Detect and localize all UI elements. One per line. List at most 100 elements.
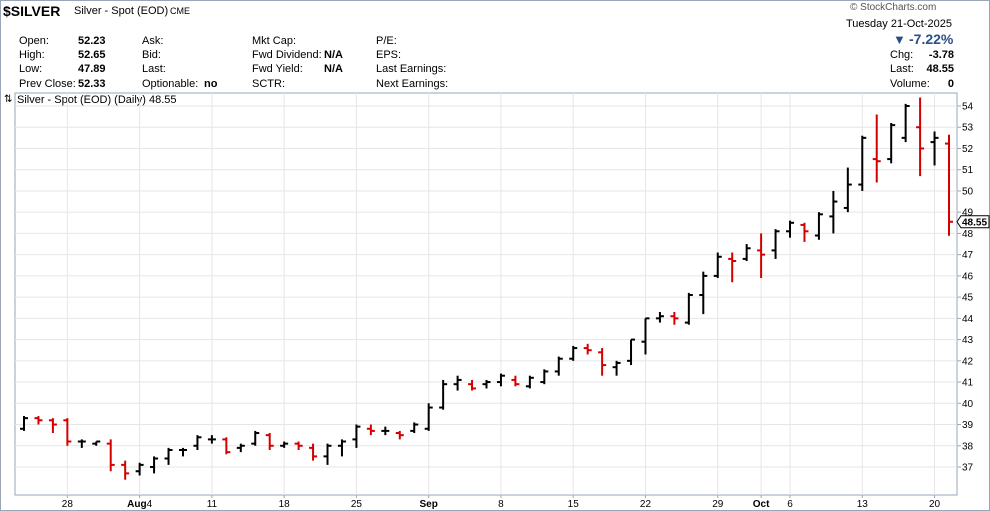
x-tick-label-part: Sep (420, 499, 438, 510)
ohlc-bar (164, 447, 173, 465)
stat-value: 52.33 (78, 78, 106, 90)
y-tick-label: 54 (962, 102, 974, 113)
x-tick-label-part: 22 (640, 499, 652, 510)
last-price-box (956, 215, 990, 229)
plot-area (14, 92, 958, 496)
y-tick-label: 53 (962, 123, 974, 134)
stat-label: Fwd Dividend: (252, 49, 322, 61)
ohlc-bar (352, 424, 361, 448)
stat-label: P/E: (376, 35, 397, 47)
ohlc-bar (901, 103, 910, 143)
x-axis: 28 Aug4 11 18 25 Sep 8 15 22 29 Oct 6 13 20 (62, 495, 941, 510)
ohlc-bar (150, 456, 159, 474)
ohlc-bar (410, 422, 419, 434)
x-tick-label: 22 (640, 499, 652, 510)
x-tick-label-part: 18 (279, 499, 291, 510)
symbol-title: $SILVER (3, 3, 61, 19)
ohlc-bar (930, 131, 939, 166)
y-tick-label: 43 (962, 335, 974, 346)
ohlc-bar (916, 97, 925, 177)
ohlc-bar (207, 435, 216, 444)
x-tick-label: 11 (207, 499, 218, 510)
x-tick-label-part: Aug (127, 499, 146, 510)
y-tick-label: 40 (962, 399, 974, 410)
chart-subtitle: Silver - Spot (EOD) (Daily) 48.55 (17, 94, 177, 106)
stat-value: 52.23 (78, 35, 106, 47)
stat-label: High: (19, 49, 45, 61)
ohlc-bar (309, 443, 318, 461)
stat-label: Optionable: (142, 78, 199, 90)
x-tick-label: 13 (857, 499, 869, 510)
ohlc-bar (684, 292, 693, 325)
y-tick-label: 47 (962, 250, 974, 261)
ohlc-bar (366, 424, 375, 436)
x-tick-label: Oct (753, 499, 770, 510)
x-tick-label-part: 4 (147, 499, 153, 510)
ohlc-bar (92, 440, 101, 446)
ohlc-bar (34, 416, 43, 425)
stat-label: EPS: (376, 49, 402, 61)
symbol-description: Silver - Spot (EOD) (74, 5, 169, 17)
x-tick-label-part: 28 (62, 499, 74, 510)
stat-label: Last Earnings: (376, 63, 447, 75)
ohlc-bar (569, 345, 578, 361)
ohlc-bar (858, 135, 867, 191)
y-tick-label: 41 (962, 378, 974, 389)
ohlc-bar (554, 356, 563, 376)
x-tick-label-part: 25 (351, 499, 363, 510)
y-tick-label: 49 (962, 208, 974, 219)
ohlc-bar (713, 252, 722, 279)
ohlc-bar (193, 435, 202, 451)
down-arrow-icon: ▼ (893, 32, 906, 47)
ohlc-bar (121, 460, 130, 480)
stat-label: Mkt Cap: (252, 35, 297, 47)
y-tick-label: 39 (962, 420, 974, 431)
y-tick-label: 44 (962, 314, 974, 325)
ohlc-bar (887, 122, 896, 164)
chart-type-icon[interactable]: ⇅ (4, 94, 13, 105)
stat-label: Open: (19, 35, 49, 47)
ohlc-bar (829, 190, 838, 234)
stat-label: Last: (142, 63, 166, 75)
y-tick-label: 52 (962, 144, 974, 155)
x-tick-label-part: 15 (568, 499, 580, 510)
x-tick-label: 15 (568, 499, 580, 510)
stat-value: 0 (947, 78, 954, 90)
y-tick-label: 48 (962, 229, 974, 240)
ohlc-bar (540, 369, 549, 385)
ohlc-bar (525, 375, 534, 389)
ohlc-bar (48, 418, 57, 434)
ohlc-bar (655, 311, 664, 323)
ohlc-bar (77, 439, 86, 448)
ohlc-bar (742, 244, 751, 262)
x-tick-label-part: 20 (929, 499, 941, 510)
ohlc-bar (598, 348, 607, 376)
ohlc-bar (439, 379, 448, 410)
x-tick-label-part: 8 (498, 499, 504, 510)
ohlc-bar (265, 433, 274, 451)
ohlc-bar (135, 462, 144, 476)
x-tick-label: Sep (420, 499, 438, 510)
stat-label: Prev Close: (19, 78, 76, 90)
y-tick-label: 50 (962, 186, 974, 197)
last-price-marker: 48.55 (956, 215, 990, 229)
ohlc-bar (583, 343, 592, 355)
stat-label: Fwd Yield: (252, 63, 303, 75)
stat-value: 52.65 (78, 49, 106, 61)
stat-label: Last: (890, 63, 914, 75)
stat-value: no (204, 78, 218, 90)
ohlc-bar (872, 114, 881, 183)
ohlc-bar (381, 426, 390, 436)
ohlc-bar (843, 167, 852, 213)
x-tick-label: Aug4 (127, 499, 152, 510)
ohlc-bar (814, 212, 823, 240)
x-tick-label-part: Oct (753, 499, 770, 510)
ohlc-bar (106, 439, 115, 472)
grid-lines (15, 93, 957, 495)
stat-label: SCTR: (252, 78, 285, 90)
stat-value: N/A (324, 49, 343, 61)
ohlc-bar (424, 403, 433, 431)
ohlc-bar (482, 379, 491, 389)
quote-date: Tuesday 21-Oct-2025 (846, 18, 952, 30)
